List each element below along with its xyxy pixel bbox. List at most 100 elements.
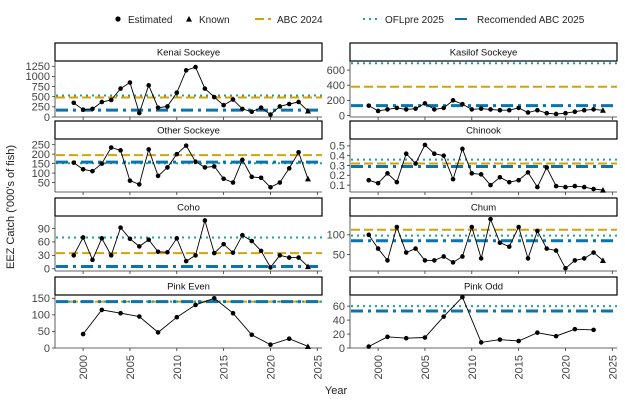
data-point-estimated [506, 107, 512, 113]
data-point-estimated [506, 244, 512, 249]
data-point-estimated [230, 250, 236, 255]
panel-title: Pink Odd [464, 282, 503, 293]
panel-pink-even: Pink Even 0 50 100 150 2000 2005 2010 2015 2020 20… [32, 276, 324, 379]
data-point-estimated [553, 248, 559, 253]
data-point-estimated [118, 148, 123, 153]
legend-label: Recomended ABC 2025 [477, 15, 585, 26]
data-point-estimated [165, 249, 170, 255]
data-point-estimated [516, 105, 521, 111]
data-point-estimated [71, 253, 77, 258]
data-point-estimated [286, 101, 292, 107]
data-point-estimated [403, 335, 409, 341]
y-tick-label: 50 [38, 177, 50, 189]
data-point-estimated [403, 107, 409, 112]
data-point-estimated [516, 224, 521, 230]
panel-chinook: Chinook 0.10.20.30.40.5 [330, 120, 618, 195]
x-tick-label: 2020 [560, 355, 572, 379]
legend: Estimated Known ABC 2024 OFLpre 2025 Recomen… [115, 15, 585, 26]
data-point-estimated [80, 166, 86, 172]
data-point-estimated [394, 224, 400, 230]
y-tick-label: 400 [327, 80, 345, 92]
y-tick-label: 150 [32, 293, 50, 305]
legend-marker-circle [115, 16, 121, 22]
panel-title: Coho [177, 203, 200, 214]
data-point-estimated [572, 258, 578, 263]
panel-kasilof-sockeye: Kasilof Sockeye 0 200 400 600 [327, 42, 618, 122]
data-point-estimated [394, 179, 400, 185]
data-point-known [304, 343, 311, 349]
data-point-estimated [155, 105, 161, 110]
y-tick-label: 0 [44, 343, 50, 355]
data-point-estimated [155, 173, 161, 179]
data-point-estimated [221, 241, 226, 247]
data-point-estimated [286, 166, 292, 171]
legend-item-estimated: Estimated [115, 15, 172, 26]
data-point-estimated [469, 171, 475, 176]
data-point-estimated [146, 147, 151, 152]
data-point-estimated [460, 146, 465, 152]
data-point-estimated [183, 258, 189, 264]
data-point-estimated [581, 107, 587, 113]
data-point-estimated [469, 107, 475, 112]
data-point-estimated [193, 159, 198, 165]
data-point-estimated [240, 106, 245, 112]
data-point-estimated [99, 161, 105, 166]
data-point-estimated [296, 99, 301, 105]
data-point-estimated [118, 310, 123, 316]
data-point-estimated [240, 232, 245, 238]
data-point-estimated [202, 218, 208, 223]
data-point-estimated [193, 302, 198, 308]
x-tick-label: 2010 [172, 355, 184, 379]
data-point-estimated [80, 331, 86, 337]
legend-label: OFLpre 2025 [385, 15, 444, 26]
data-point-estimated [497, 107, 503, 113]
data-point-estimated [460, 254, 465, 259]
data-point-estimated [108, 253, 114, 258]
data-point-estimated [525, 170, 531, 175]
y-tick-label: 500 [32, 92, 50, 104]
data-point-estimated [506, 179, 512, 185]
data-point-estimated [450, 98, 456, 103]
panel-strip [349, 120, 618, 140]
y-tick-label: 0.3 [330, 160, 345, 172]
data-point-estimated [553, 333, 559, 339]
panel-strip [54, 42, 323, 62]
y-tick-label: 0 [44, 112, 50, 124]
series-line [368, 296, 594, 347]
y-tick-label: 1000 [26, 71, 50, 83]
data-point-estimated [366, 344, 372, 349]
data-point-estimated [591, 186, 596, 192]
data-point-estimated [403, 151, 409, 157]
y-tick-label: 0.4 [330, 150, 345, 162]
y-tick-label: 90 [38, 223, 50, 235]
x-tick-label: 2015 [514, 355, 526, 379]
data-point-estimated [394, 105, 400, 111]
data-point-estimated [211, 250, 217, 256]
data-point-estimated [413, 246, 418, 251]
data-point-estimated [193, 64, 198, 70]
legend-item-abc2024: ABC 2024 [255, 15, 323, 26]
y-tick-label: 0.2 [330, 170, 345, 182]
data-point-estimated [174, 236, 180, 241]
data-point-estimated [80, 235, 86, 240]
data-point-estimated [385, 258, 390, 263]
data-point-estimated [277, 180, 283, 185]
y-tick-label: 200 [32, 149, 50, 161]
data-point-estimated [90, 257, 95, 263]
data-point-estimated [375, 246, 381, 251]
data-point-estimated [553, 111, 559, 117]
legend-item-known: Known [186, 15, 230, 26]
data-point-estimated [230, 180, 236, 185]
panel-pink-odd: Pink Odd 0 20 40 60 2000 2005 2010 2015 2020 2025 [333, 276, 619, 379]
data-point-estimated [460, 101, 465, 107]
data-point-estimated [535, 228, 540, 234]
panel-strip [349, 42, 618, 62]
data-point-estimated [146, 237, 151, 242]
data-point-estimated [544, 165, 550, 170]
panel-chum: Chum 50 100 [327, 197, 618, 274]
x-tick-label: 2000 [78, 355, 90, 379]
data-point-estimated [249, 174, 255, 180]
data-point-estimated [478, 256, 484, 261]
